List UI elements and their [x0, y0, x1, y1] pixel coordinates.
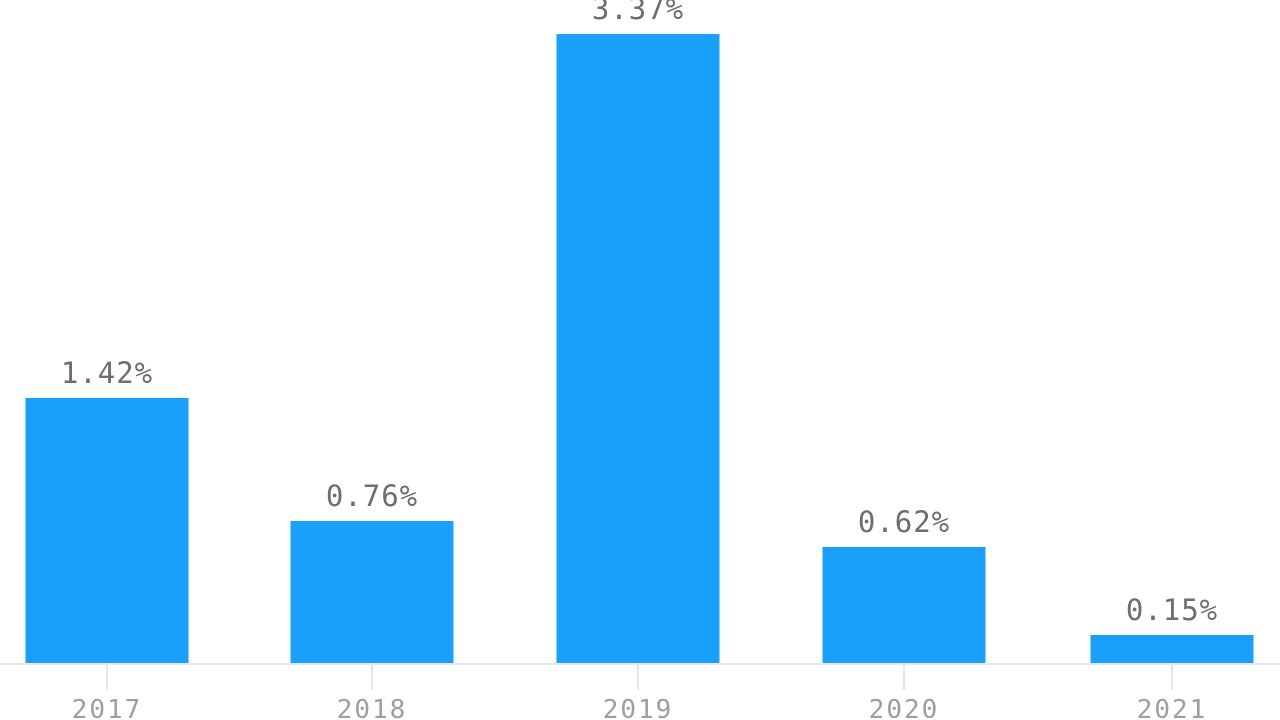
x-axis-tick — [371, 663, 373, 690]
bar-2020 — [822, 547, 986, 663]
bar-2017 — [25, 398, 189, 663]
bar-2021 — [1090, 635, 1254, 663]
bar-value-label: 1.42% — [60, 356, 154, 390]
bar-2019 — [556, 34, 720, 663]
bar-2018 — [290, 521, 454, 663]
x-axis-tick — [1171, 663, 1173, 690]
x-axis-label-2018: 2018 — [336, 695, 408, 720]
bar-value-label: 3.37% — [591, 0, 685, 26]
x-axis-label-2019: 2019 — [602, 695, 674, 720]
x-axis-tick — [903, 663, 905, 690]
x-axis-tick — [637, 663, 639, 690]
x-axis-line — [0, 663, 1280, 665]
x-axis-label-2020: 2020 — [868, 695, 940, 720]
x-axis-label-2021: 2021 — [1136, 695, 1208, 720]
bar-value-label: 0.15% — [1125, 593, 1219, 627]
bar-value-label: 0.62% — [857, 505, 951, 539]
x-axis-label-2017: 2017 — [71, 695, 143, 720]
x-axis-tick — [106, 663, 108, 690]
bar-value-label: 0.76% — [325, 479, 419, 513]
